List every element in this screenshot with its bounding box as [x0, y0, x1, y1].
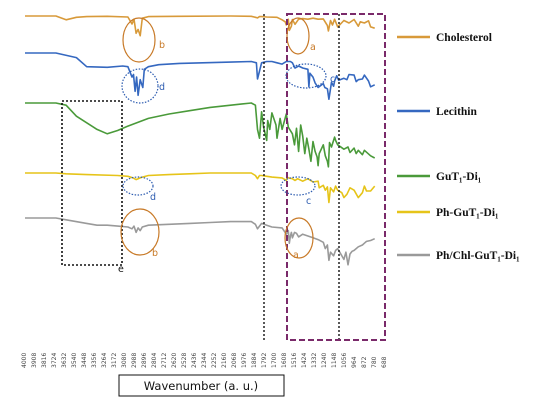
xlabel-box	[118, 374, 285, 397]
legend-label-gut1-di1: GuT₁-Di₁	[436, 171, 481, 183]
x-tick-label: 2620	[171, 353, 178, 368]
annotation-ellipse-b-top	[122, 17, 156, 63]
region-box-e	[61, 100, 123, 266]
x-tick-label: 1240	[321, 353, 328, 368]
x-tick-label: 1332	[311, 353, 318, 368]
x-tick-label: 3080	[121, 353, 128, 368]
legend-label-ph-chl-gut1-di1: Ph/Chl-GuT₁-Di₁	[436, 250, 520, 262]
x-tick-label: 1148	[331, 353, 338, 368]
x-tick-label: 2804	[151, 353, 158, 368]
annotation-ellipse-b-bottom	[120, 208, 160, 256]
annotation-label-e: e	[118, 264, 124, 275]
annotation-ellipse-d-top	[121, 68, 159, 104]
x-axis-label: Wavenumber (a. u.)	[144, 379, 258, 393]
x-tick-label: 4000	[21, 353, 28, 368]
x-tick-label: 2252	[211, 353, 218, 368]
series-line-3	[25, 172, 376, 204]
annotation-label-a-bottom: a	[293, 250, 299, 261]
x-tick-label: 3172	[111, 353, 118, 368]
series-line-2	[25, 102, 376, 168]
x-tick-label: 1608	[281, 353, 288, 368]
annotation-label-c-mid: c	[306, 196, 311, 207]
annotation-label-d-top: d	[159, 82, 165, 93]
x-tick-label: 2988	[131, 353, 138, 368]
x-tick-label: 964	[351, 356, 358, 368]
series-line-4	[25, 217, 376, 266]
x-tick-label: 1700	[271, 353, 278, 368]
x-tick-label: 2896	[141, 353, 148, 368]
x-tick-label: 3540	[71, 353, 78, 368]
x-tick-label: 1792	[261, 353, 268, 368]
annotation-ellipse-a-bottom	[284, 217, 314, 259]
x-tick-label: 3356	[91, 353, 98, 368]
x-tick-label: 1056	[341, 353, 348, 368]
x-tick-label: 2436	[191, 353, 198, 368]
x-tick-labels: 4000 3908 3816 3724 3632 3540 3448 3356 3264 3172…	[21, 353, 388, 368]
x-tick-label: 3724	[51, 353, 58, 368]
x-tick-label: 1976	[241, 353, 248, 368]
annotation-ellipse-a-top	[286, 17, 310, 55]
x-tick-label: 2068	[231, 353, 238, 368]
x-tick-label: 3908	[31, 353, 38, 368]
annotation-label-b-bottom: b	[152, 248, 158, 259]
x-tick-label: 2528	[181, 353, 188, 368]
annotation-ellipse-c-top	[285, 63, 327, 89]
legend: Cholesterol Lecithin GuT₁-Di₁ Ph-GuT₁-Di…	[397, 32, 520, 262]
series-line-0	[25, 15, 375, 37]
x-tick-label: 1424	[301, 353, 308, 368]
series-line-1	[25, 52, 376, 100]
x-tick-label: 872	[361, 356, 368, 368]
x-tick-label: 3816	[41, 353, 48, 368]
annotation-label-b-top: b	[159, 40, 165, 51]
series-layer	[25, 15, 376, 266]
legend-label-cholesterol: Cholesterol	[436, 32, 492, 44]
annotation-ellipse-d-mid	[122, 176, 154, 196]
x-tick-label: 3632	[61, 353, 68, 368]
x-tick-label: 3448	[81, 353, 88, 368]
region-box-fingerprint	[286, 13, 386, 341]
legend-label-ph-gut1-di1: Ph-GuT₁-Di₁	[436, 207, 499, 219]
annotation-label-a-top: a	[310, 42, 316, 53]
annotation-ellipse-c-mid	[280, 176, 316, 196]
x-tick-label: 1884	[251, 353, 258, 368]
annotation-label-d-mid: d	[150, 192, 156, 203]
x-tick-label: 688	[381, 356, 388, 368]
x-tick-label: 3264	[101, 353, 108, 368]
x-tick-label: 1516	[291, 353, 298, 368]
x-tick-label: 2712	[161, 353, 168, 368]
legend-label-lecithin: Lecithin	[436, 106, 477, 118]
x-tick-label: 2160	[221, 353, 228, 368]
x-tick-label: 2344	[201, 353, 208, 368]
x-tick-label: 780	[371, 356, 378, 368]
annotation-label-c-top: c	[330, 74, 335, 85]
